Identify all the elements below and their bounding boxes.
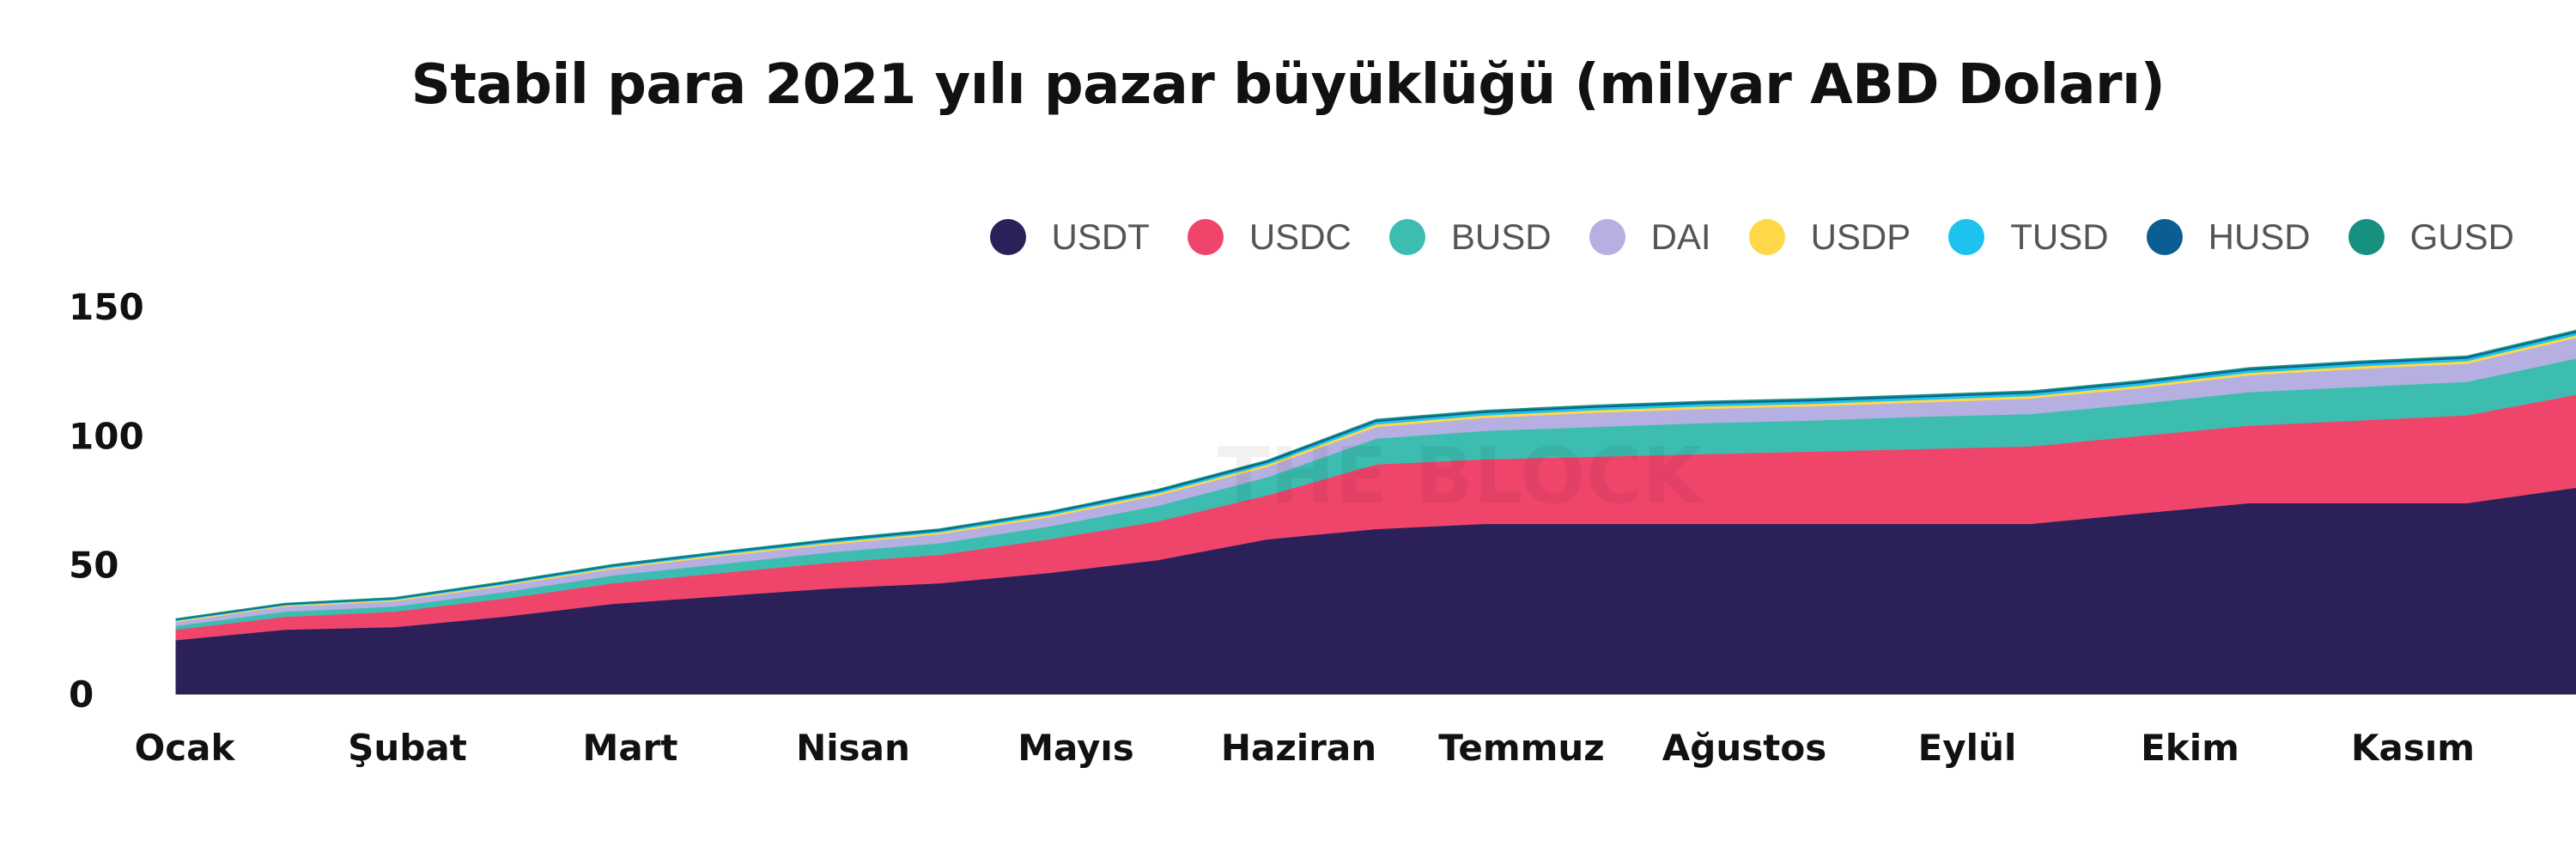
legend-swatch bbox=[1748, 219, 1785, 255]
watermark-text: THE BLOCK bbox=[1218, 431, 1705, 521]
y-tick-label: 100 bbox=[69, 415, 144, 457]
legend-swatch bbox=[1948, 219, 1985, 255]
legend-swatch bbox=[1589, 219, 1625, 255]
legend-label: GUSD bbox=[2409, 216, 2514, 257]
legend: USDT USDC BUSD DAI USDP TUSD HUSD GUSD bbox=[952, 216, 2514, 258]
x-tick-label: Mayıs bbox=[1018, 727, 1134, 769]
y-axis-ticks: 0 50 100 150 bbox=[69, 286, 144, 716]
legend-item-tusd: TUSD bbox=[1948, 216, 2109, 258]
chart-title: Stabil para 2021 yılı pazar büyüklüğü (m… bbox=[410, 53, 2166, 117]
legend-label: USDT bbox=[1051, 216, 1150, 257]
x-tick-label: Mart bbox=[583, 727, 678, 769]
legend-label: DAI bbox=[1650, 216, 1711, 257]
y-tick-label: 50 bbox=[69, 545, 118, 587]
legend-swatch bbox=[989, 219, 1026, 255]
legend-label: USDP bbox=[1810, 216, 1911, 257]
legend-label: USDC bbox=[1249, 216, 1352, 257]
area-gusd bbox=[175, 329, 2576, 620]
legend-swatch bbox=[1388, 219, 1425, 255]
x-tick-label: Ekim bbox=[2141, 727, 2239, 769]
x-tick-label: Ağustos bbox=[1662, 727, 1826, 769]
legend-label: BUSD bbox=[1450, 216, 1552, 257]
legend-item-busd: BUSD bbox=[1388, 216, 1552, 258]
legend-swatch bbox=[1187, 219, 1224, 255]
legend-label: TUSD bbox=[2010, 216, 2109, 257]
legend-item-usdt: USDT bbox=[989, 216, 1150, 258]
legend-item-usdc: USDC bbox=[1187, 216, 1352, 258]
y-tick-label: 0 bbox=[69, 673, 94, 716]
x-tick-label: Şubat bbox=[348, 727, 467, 769]
legend-item-gusd: GUSD bbox=[2348, 216, 2514, 258]
legend-swatch bbox=[2348, 219, 2385, 255]
legend-item-usdp: USDP bbox=[1748, 216, 1911, 258]
x-axis-ticks: Ocak Şubat Mart Nisan Mayıs Haziran Temmuz Ağus… bbox=[135, 727, 2475, 769]
x-tick-label: Eylül bbox=[1918, 727, 2017, 769]
x-tick-label: Nisan bbox=[796, 727, 910, 769]
legend-item-dai: DAI bbox=[1589, 216, 1711, 258]
series-areas bbox=[175, 329, 2576, 695]
x-tick-label: Temmuz bbox=[1438, 727, 1604, 769]
legend-label: HUSD bbox=[2208, 216, 2311, 257]
y-tick-label: 150 bbox=[69, 286, 144, 328]
legend-swatch bbox=[2146, 219, 2183, 255]
x-tick-label: Haziran bbox=[1221, 727, 1376, 769]
legend-item-husd: HUSD bbox=[2146, 216, 2311, 258]
x-tick-label: Ocak bbox=[135, 727, 236, 769]
x-tick-label: Kasım bbox=[2351, 727, 2475, 769]
